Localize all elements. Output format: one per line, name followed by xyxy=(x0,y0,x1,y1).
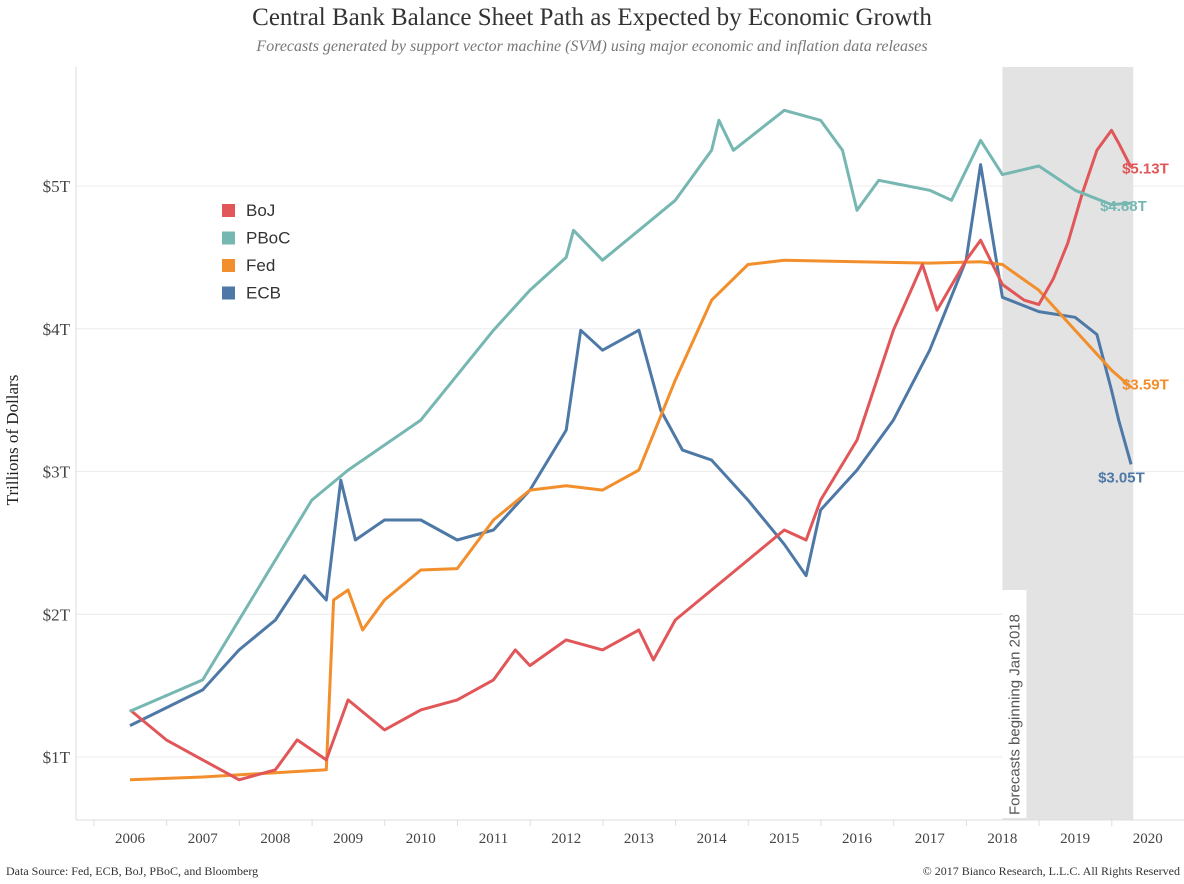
x-tick-label: 2016 xyxy=(842,831,873,847)
gridlines xyxy=(76,185,1184,758)
x-tick-label: 2019 xyxy=(1060,831,1090,847)
legend-label-fed: Fed xyxy=(246,256,275,275)
end-label-pboc: $4.88T xyxy=(1100,198,1147,215)
x-tick-label: 2009 xyxy=(333,831,363,847)
forecast-label: Forecasts beginning Jan 2018 xyxy=(1006,614,1023,815)
y-tick-label: $4T xyxy=(43,320,71,339)
x-tick-label: 2018 xyxy=(987,831,1017,847)
forecast-label-bg xyxy=(1002,590,1027,818)
chart-title: Central Bank Balance Sheet Path as Expec… xyxy=(252,4,932,31)
y-tick-label: $1T xyxy=(43,748,71,767)
x-tick-label: 2013 xyxy=(624,831,654,847)
x-tick-label: 2007 xyxy=(188,831,219,847)
legend: BoJ PBoC Fed ECB xyxy=(222,201,290,303)
series-lines xyxy=(129,108,1133,782)
end-label-boj: $5.13T xyxy=(1122,160,1169,177)
end-label-fed: $3.59T xyxy=(1122,376,1169,393)
x-tick-label: 2011 xyxy=(479,831,508,847)
axes: $1T $2T $3T $4T $5T 2006 2007 2008 2009 2010 2011 2… xyxy=(3,67,1184,847)
x-tick-label: 2006 xyxy=(115,831,146,847)
x-tick-label: 2017 xyxy=(915,831,946,847)
forecast-region: Forecasts beginning Jan 2018 xyxy=(1002,67,1134,820)
y-tick-label: $5T xyxy=(43,177,71,196)
y-tick-label: $3T xyxy=(43,463,71,482)
legend-swatch-pboc xyxy=(222,231,235,245)
series-line-fed xyxy=(129,258,1133,782)
copyright: © 2017 Bianco Research, L.L.C. All Right… xyxy=(922,864,1180,878)
legend-label-ecb: ECB xyxy=(246,284,281,303)
x-tick-label: 2012 xyxy=(551,831,581,847)
x-tick-label: 2008 xyxy=(260,831,290,847)
end-labels: $3.05T $3.59T $5.13T $4.88T xyxy=(1098,160,1169,486)
legend-swatch-fed xyxy=(222,259,235,272)
y-axis-title: Trillions of Dollars xyxy=(3,375,22,506)
series-line-boj xyxy=(129,128,1133,782)
legend-label-boj: BoJ xyxy=(246,201,275,220)
x-tick-label: 2010 xyxy=(406,831,436,847)
x-tick-label: 2014 xyxy=(697,831,728,847)
end-label-ecb: $3.05T xyxy=(1098,469,1145,486)
series-line-pboc xyxy=(129,108,1132,713)
series-line-ecb xyxy=(129,163,1133,727)
y-tick-label: $2T xyxy=(43,605,71,624)
data-source: Data Source: Fed, ECB, BoJ, PBoC, and Bl… xyxy=(6,864,259,878)
x-tick-label: 2020 xyxy=(1133,831,1163,847)
legend-label-pboc: PBoC xyxy=(246,229,290,248)
chart-subtitle: Forecasts generated by support vector ma… xyxy=(256,38,928,55)
legend-swatch-ecb xyxy=(222,286,235,300)
x-tick-label: 2015 xyxy=(769,831,799,847)
legend-swatch-boj xyxy=(222,204,235,217)
